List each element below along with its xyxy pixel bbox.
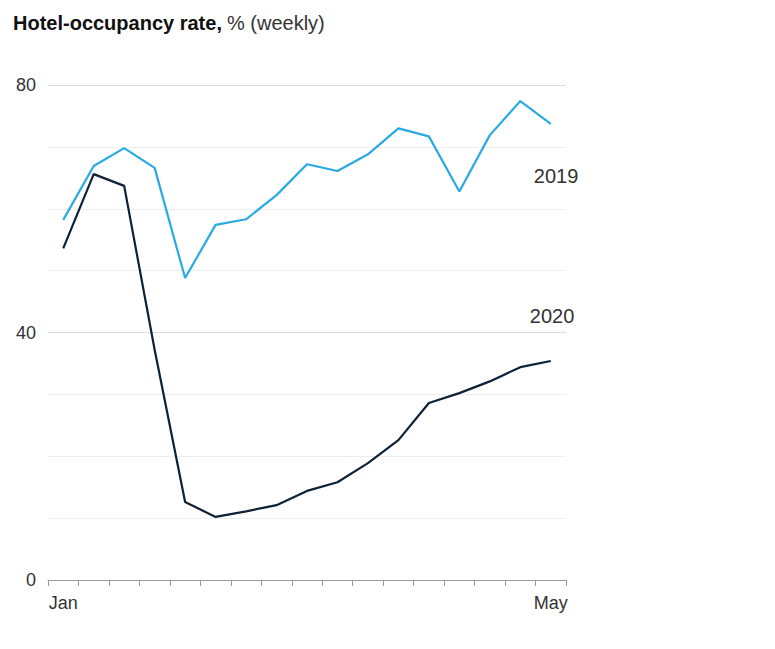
svg-text:40: 40 [16,323,36,343]
svg-text:2020: 2020 [530,305,575,327]
svg-text:2019: 2019 [534,165,579,187]
svg-text:May: May [534,593,568,613]
svg-text:80: 80 [16,75,36,95]
svg-text:Jan: Jan [49,593,78,613]
svg-text:0: 0 [26,570,36,590]
svg-text:Hotel-occupancy rate,: Hotel-occupancy rate, [13,12,222,34]
svg-text:% (weekly): % (weekly) [227,12,325,34]
